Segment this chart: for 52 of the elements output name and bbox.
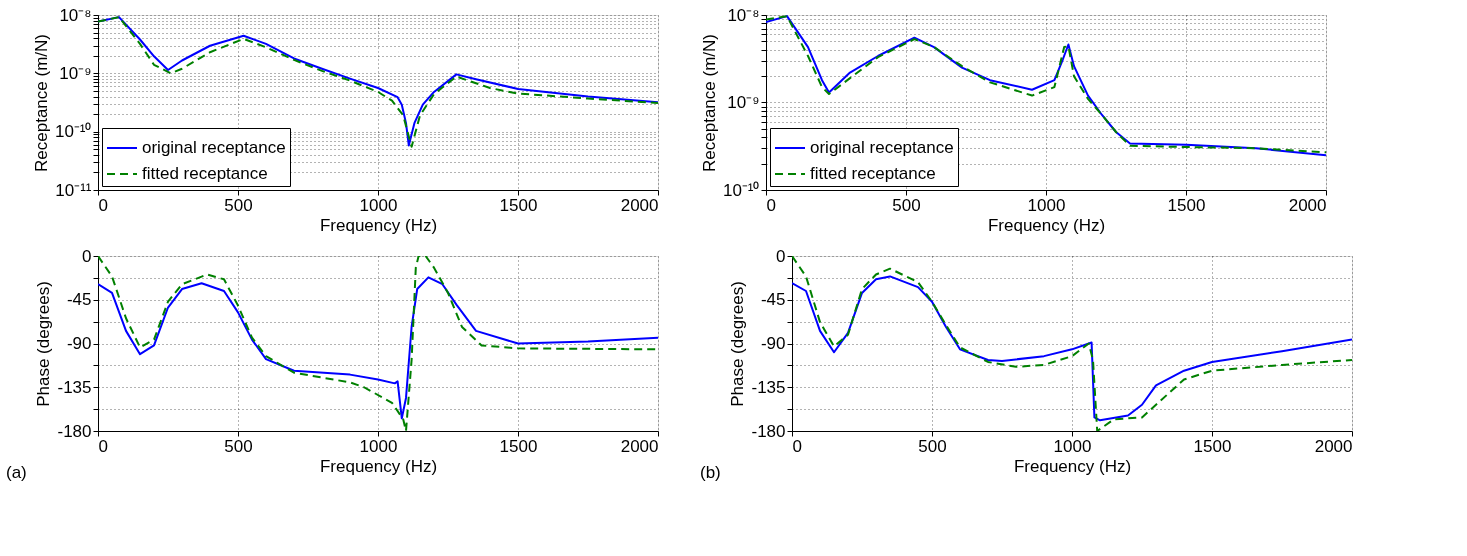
y-axis-title: Receptance (m/N) xyxy=(31,34,51,172)
x-tick-label: 2000 xyxy=(620,436,659,456)
y-tick-label: 10⁻¹¹ xyxy=(55,180,92,200)
y-tick-label: 10⁻⁹ xyxy=(727,93,760,112)
text: (b) xyxy=(700,463,721,482)
x-tick-label: 1000 xyxy=(359,195,398,215)
y-tick-label: 0 xyxy=(82,246,92,266)
x-tick-label: 1500 xyxy=(1167,195,1206,215)
y-tick-label: 0 xyxy=(776,246,786,266)
x-axis-title: Frequency (Hz) xyxy=(319,215,438,235)
y-axis-title: Phase (degrees) xyxy=(728,281,748,407)
x-axis-title: Frequency (Hz) xyxy=(1013,456,1132,476)
line-series xyxy=(98,276,658,420)
x-tick-label: 1500 xyxy=(499,195,538,215)
x-tick-label: 500 xyxy=(224,436,253,456)
x-tick-label: 0 xyxy=(98,436,108,456)
legend-label: fitted receptance xyxy=(142,164,268,183)
y-tick-label: -135 xyxy=(751,377,786,397)
x-tick-label: 1500 xyxy=(1193,436,1232,456)
legend-label: original receptance xyxy=(810,138,954,157)
y-axis-title: Phase (degrees) xyxy=(34,281,54,407)
x-tick-label: 2000 xyxy=(620,195,659,215)
y-tick-label: 10⁻⁸ xyxy=(59,5,92,25)
x-tick-label: 1000 xyxy=(1053,436,1092,456)
x-tick-label: 2000 xyxy=(1314,436,1353,456)
y-tick-label: 10⁻⁹ xyxy=(59,63,92,83)
x-tick-label: 500 xyxy=(918,436,947,456)
line-series xyxy=(792,275,1352,422)
text: (a) xyxy=(6,463,27,482)
x-tick-label: 500 xyxy=(892,195,921,215)
legend-label: original receptance xyxy=(142,138,286,157)
x-axis-title: Frequency (Hz) xyxy=(987,215,1106,235)
x-tick-label: 500 xyxy=(224,195,253,215)
x-tick-label: 0 xyxy=(98,195,108,215)
y-tick-label: 10⁻⁸ xyxy=(727,5,760,25)
y-axis-title: Receptance (m/N) xyxy=(699,34,719,172)
legend-label: fitted receptance xyxy=(810,164,936,183)
x-tick-label: 2000 xyxy=(1288,195,1327,215)
y-tick-label: -90 xyxy=(66,334,92,353)
y-tick-label: -180 xyxy=(57,421,92,441)
y-tick-label: -45 xyxy=(66,290,92,310)
y-tick-label: -180 xyxy=(751,421,786,441)
x-tick-label: 0 xyxy=(792,436,802,456)
x-tick-label: 1500 xyxy=(499,436,538,456)
y-tick-label: -135 xyxy=(57,377,92,397)
x-tick-label: 1000 xyxy=(359,436,398,456)
x-tick-label: 1000 xyxy=(1027,195,1066,215)
x-axis-title: Frequency (Hz) xyxy=(319,456,438,476)
y-tick-label: 10⁻¹⁰ xyxy=(722,180,760,200)
y-tick-label: -45 xyxy=(760,290,786,310)
y-tick-label: -90 xyxy=(760,334,786,353)
y-tick-label: 10⁻¹⁰ xyxy=(54,122,92,142)
